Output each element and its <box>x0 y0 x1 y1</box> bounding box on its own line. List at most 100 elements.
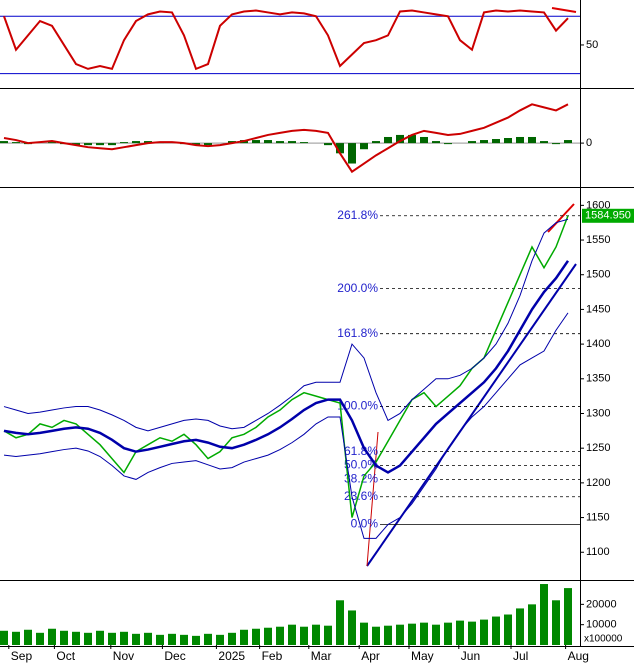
bar <box>120 142 128 144</box>
bar <box>528 136 536 144</box>
bar <box>12 631 20 645</box>
y-tick-label: 10000 <box>586 619 617 631</box>
y-tick-label: 1200 <box>586 477 610 489</box>
bar <box>264 140 272 144</box>
fib-label: 0.0% <box>351 517 379 531</box>
bar <box>168 633 176 645</box>
bar <box>360 143 368 150</box>
last-price-label: 1584.950 <box>585 210 631 222</box>
bar <box>288 624 296 645</box>
bar <box>420 622 428 645</box>
bar <box>144 141 152 144</box>
bar <box>480 140 488 144</box>
bar <box>348 610 356 645</box>
y-tick-label: 1400 <box>586 338 610 350</box>
bar <box>492 616 500 645</box>
bar <box>132 141 140 144</box>
bar <box>348 143 356 164</box>
series-line <box>3 103 569 174</box>
bar <box>276 141 284 144</box>
bar <box>144 632 152 645</box>
bar <box>516 136 524 144</box>
y-tick-label: 20000 <box>586 598 617 610</box>
last-price-box <box>582 208 634 223</box>
bar <box>228 141 236 144</box>
bar <box>132 633 140 645</box>
bar <box>252 140 260 144</box>
x-tick-label: Jul <box>513 649 528 663</box>
bar <box>108 632 116 645</box>
y-tick-label: 1350 <box>586 373 610 385</box>
y-tick-label: 0 <box>586 137 592 149</box>
bar <box>336 600 344 645</box>
bar <box>192 635 200 645</box>
y-tick-label: 1500 <box>586 269 610 281</box>
bar <box>72 143 80 146</box>
series-line <box>3 260 570 474</box>
bar <box>432 141 440 144</box>
bar <box>24 629 32 645</box>
bar <box>300 626 308 645</box>
bar <box>156 634 164 645</box>
bar <box>552 143 560 145</box>
bar <box>324 143 332 146</box>
trend-line <box>547 203 575 233</box>
bar <box>264 627 272 645</box>
bar <box>228 632 236 645</box>
bar <box>252 628 260 645</box>
bar <box>108 143 116 146</box>
bar <box>204 633 212 645</box>
bar <box>408 134 416 144</box>
bar <box>96 630 104 645</box>
series-line <box>3 218 569 432</box>
bar <box>36 632 44 645</box>
fib-label: 200.0% <box>337 281 378 295</box>
bar <box>312 624 320 645</box>
bar <box>336 143 344 154</box>
bar <box>384 625 392 645</box>
bar <box>456 620 464 645</box>
bar <box>396 624 404 645</box>
fib-label: 261.8% <box>337 208 378 222</box>
x-tick-label: Apr <box>361 649 380 663</box>
y-tick-label: 1150 <box>586 511 610 523</box>
x-tick-label: May <box>411 649 434 663</box>
bar <box>204 143 212 146</box>
bar <box>48 628 56 645</box>
bar <box>408 623 416 645</box>
bar <box>516 608 524 645</box>
bar <box>432 624 440 645</box>
trend-line <box>551 7 577 13</box>
x-tick-label: Mar <box>311 649 332 663</box>
frames <box>0 0 634 647</box>
bar <box>276 626 284 645</box>
bar <box>528 604 536 645</box>
bar <box>480 619 488 645</box>
bar <box>564 140 572 144</box>
x-tick-label: 2025 <box>218 649 245 663</box>
bar <box>300 142 308 144</box>
bar <box>180 634 188 645</box>
trend-line <box>366 431 379 567</box>
fib-label: 100.0% <box>337 399 378 413</box>
y-tick-label: 1450 <box>586 303 610 315</box>
bar <box>504 138 512 144</box>
bar <box>420 136 428 144</box>
fib-label: 161.8% <box>337 326 378 340</box>
y-tick-label: 1600 <box>586 199 610 211</box>
bar <box>0 630 8 645</box>
unit-label: x100000 <box>584 634 623 645</box>
bar <box>384 136 392 144</box>
y-tick-label: 1100 <box>586 546 610 558</box>
x-tick-label: Feb <box>262 649 283 663</box>
x-tick-label: Jun <box>461 649 480 663</box>
bar <box>504 614 512 645</box>
bar <box>240 629 248 645</box>
bar <box>372 141 380 144</box>
bar <box>96 143 104 146</box>
bar <box>120 631 128 645</box>
bar <box>216 634 224 645</box>
bar <box>396 134 404 144</box>
x-tick-label: Nov <box>113 649 134 663</box>
